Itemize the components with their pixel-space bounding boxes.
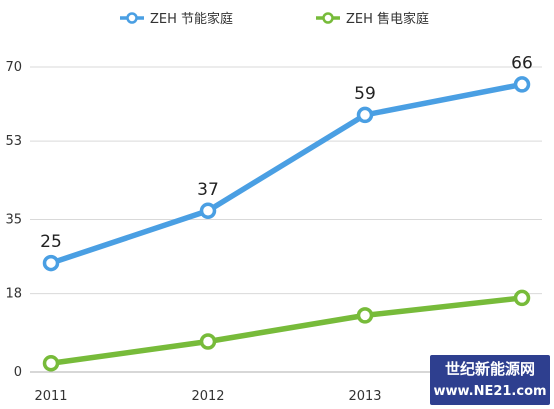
x-tick-label: 2011 (34, 389, 67, 404)
y-tick-label: 0 (14, 365, 22, 380)
y-tick-label: 18 (5, 287, 22, 302)
data-point (356, 106, 374, 124)
watermark-line2: www.NE21.com (433, 384, 546, 399)
legend-label-1: ZEH 售电家庭 (346, 11, 429, 27)
legend-marker-1 (322, 12, 334, 24)
data-point (42, 355, 60, 372)
legend-label-0: ZEH 节能家庭 (150, 11, 233, 27)
data-point (42, 254, 60, 272)
data-point (513, 76, 531, 93)
data-label: 25 (40, 232, 62, 252)
series-layer (42, 76, 531, 372)
data-point (199, 333, 217, 350)
watermark-line1: 世纪新能源网 (445, 360, 535, 378)
data-point (356, 307, 374, 324)
data-labels: 25 37 59 66 (40, 53, 533, 252)
y-axis-ticks: 0 18 35 53 70 (5, 60, 22, 380)
legend-marker-0 (126, 12, 138, 24)
y-tick-label: 35 (5, 213, 22, 228)
data-point (199, 202, 217, 220)
watermark-box (430, 355, 550, 405)
y-tick-label: 53 (5, 134, 22, 149)
watermark-logo: 世纪新能源网 www.NE21.com (430, 355, 550, 405)
series-line-1 (48, 295, 525, 367)
series-line-0 (48, 81, 525, 266)
data-label: 59 (354, 84, 376, 104)
legend: ZEH 节能家庭 ZEH 售电家庭 (120, 11, 429, 27)
gridlines (30, 66, 542, 373)
data-label: 66 (511, 53, 533, 73)
x-tick-label: 2013 (348, 389, 381, 404)
y-tick-label: 70 (5, 60, 22, 75)
data-point (513, 289, 531, 307)
x-tick-label: 2012 (191, 389, 224, 404)
data-label: 37 (197, 180, 219, 200)
